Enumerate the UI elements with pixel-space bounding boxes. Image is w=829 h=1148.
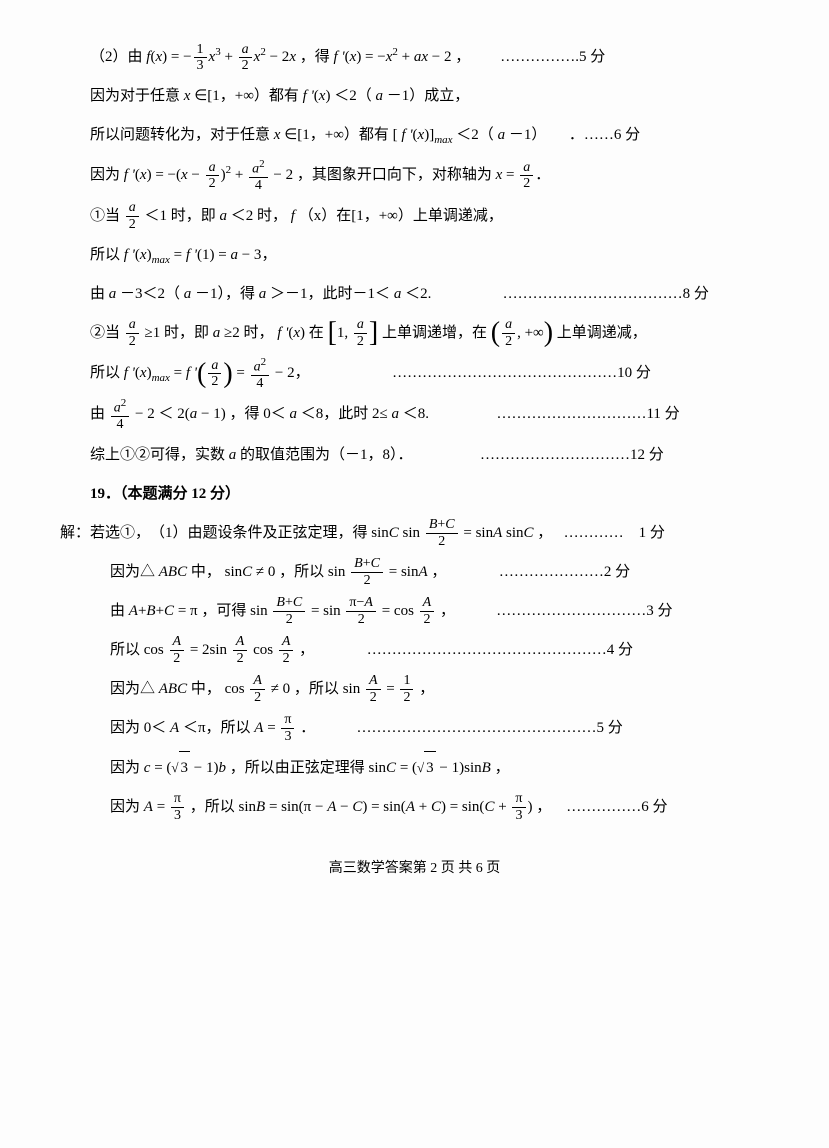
text: ＞－1，此时－1＜ [270, 286, 390, 302]
text: 所以问题转化为，对于任意 [90, 127, 274, 143]
text: ＜2（ [456, 127, 494, 143]
score-marker: …………………………3 分 [496, 603, 672, 619]
step-line: 解：若选①， （1）由题设条件及正弦定理，得 sinC sin B+C2 = s… [60, 517, 769, 550]
score-marker: ．……6 分 [569, 127, 640, 143]
score-marker: …………………………………………5 分 [357, 720, 623, 736]
text: ∈[1，+∞）都有 [ [284, 127, 397, 143]
text: 由 [90, 286, 109, 302]
step-line: 所以 f '(x)max = f '(a2) = a24 − 2， ………………… [60, 356, 769, 391]
step-line: 综上①②可得，实数 a 的取值范围为（－1，8）． …………………………12 分 [60, 439, 769, 472]
step-line: 所以 f '(x)max = f '(1) = a − 3， [60, 239, 769, 272]
text: 中， [191, 681, 221, 697]
footer-text: 高三数学答案第 2 页 共 6 页 [329, 861, 501, 876]
text: （x）在[1，+∞）上单调递减， [299, 208, 503, 224]
text: ， [440, 603, 455, 619]
text: ＜2 时， [231, 208, 287, 224]
text: －3＜2（ [120, 286, 180, 302]
text: 因为 [110, 799, 144, 815]
text: ，所以由正弦定理得 [230, 760, 369, 776]
text: ． [300, 720, 315, 736]
text: －1） [509, 127, 547, 143]
text: ＜1 时，即 [145, 208, 220, 224]
text: （2）由 [90, 49, 146, 65]
text: ，其图象开口向下，对称轴为 [297, 167, 496, 183]
text: 中， [191, 564, 221, 580]
score-marker: ………………………………………10 分 [392, 365, 651, 381]
page-footer: 高三数学答案第 2 页 共 6 页 [60, 854, 769, 885]
text: ①当 [90, 208, 124, 224]
text: ， [537, 525, 552, 541]
text: ∈[1，+∞）都有 [194, 88, 302, 104]
text: 因为△ [110, 681, 155, 697]
score-marker: ……………6 分 [566, 799, 667, 815]
score-marker: …………….5 分 [500, 49, 605, 65]
step-line: 因为对于任意 x ∈[1，+∞）都有 f '(x) ＜2（ a －1）成立， [60, 80, 769, 113]
step-line: 因为 c = (√3 − 1)b ，所以由正弦定理得 sinC = (√3 − … [60, 751, 769, 785]
text: ， [419, 681, 434, 697]
step-line: 因为 f '(x) = −(x − a2)2 + a24 − 2 ，其图象开口向… [60, 158, 769, 193]
text: －1）成立， [387, 88, 470, 104]
text: 解：若选①， （1）由题设条件及正弦定理，得 [60, 525, 371, 541]
step-line: 所以 cos A2 = 2sin A2 cos A2 ， ……………………………… [60, 634, 769, 667]
text: ， [536, 799, 551, 815]
text: 综上①②可得，实数 [90, 447, 229, 463]
text: 所以 [90, 247, 124, 263]
text: 因为 0＜ [110, 720, 166, 736]
text: 在 [309, 325, 324, 341]
text: ， [299, 642, 314, 658]
step-line: 由 A+B+C = π ，可得 sin B+C2 = sin π−A2 = co… [60, 595, 769, 628]
text: 所以 [110, 642, 144, 658]
text: ，所以 [190, 799, 239, 815]
step-line: 由 a24 − 2 ＜ 2(a − 1) ，得 0＜ a ＜8，此时 2≤ a … [60, 397, 769, 432]
text: 所以 [90, 365, 124, 381]
text: ＜2. [405, 286, 431, 302]
text: ≥1 时，即 [145, 325, 213, 341]
score-marker: …………………………………………4 分 [367, 642, 633, 658]
text: ，所以 [279, 564, 328, 580]
text: ， [495, 760, 510, 776]
text: 由 [90, 406, 109, 422]
text: 由 [110, 603, 129, 619]
step-line: 因为△ ABC 中， sinC ≠ 0 ，所以 sin B+C2 = sinA … [60, 556, 769, 589]
text: 上单调递减， [557, 325, 647, 341]
text: 上单调递增，在 [382, 325, 487, 341]
step-line: 因为 0＜ A ＜π，所以 A = π3 ． …………………………………………5… [60, 712, 769, 745]
step-line: 由 a －3＜2（ a －1），得 a ＞－1，此时－1＜ a ＜2. …………… [60, 278, 769, 311]
text: ，得 [300, 49, 334, 65]
step-line: 所以问题转化为，对于任意 x ∈[1，+∞）都有 [ f '(x)]max ＜2… [60, 119, 769, 152]
text: 的取值范围为（－1，8）． [240, 447, 413, 463]
step-line: （2）由 f(x) = −13x3 + a2x2 − 2x ，得 f '(x) … [60, 40, 769, 74]
text: ＜8，此时 2≤ [301, 406, 388, 422]
score-marker: ………………………………8 分 [503, 286, 709, 302]
step-line: 因为△ ABC 中， cos A2 ≠ 0 ，所以 sin A2 = 12 ， [60, 673, 769, 706]
score-marker: ………… 1 分 [564, 525, 665, 541]
text: ＜2（ [334, 88, 372, 104]
text: ≥2 时， [224, 325, 273, 341]
text: 19．（本题满分 12 分） [90, 486, 240, 502]
step-line: ①当 a2 ＜1 时，即 a ＜2 时， f （x）在[1，+∞）上单调递减， [60, 200, 769, 233]
text: ＜π，所以 [183, 720, 254, 736]
text: 因为对于任意 [90, 88, 184, 104]
score-marker: …………………2 分 [499, 564, 630, 580]
step-line: 因为 A = π3 ，所以 sinB = sin(π − A − C) = si… [60, 791, 769, 824]
text: 因为 [110, 760, 144, 776]
problem-heading: 19．（本题满分 12 分） [60, 478, 769, 511]
text: ，得 0＜ [229, 406, 285, 422]
score-marker: …………………………12 分 [480, 447, 664, 463]
text: ②当 [90, 325, 124, 341]
text: 因为 [90, 167, 124, 183]
text: ，可得 [201, 603, 250, 619]
text: ， [431, 564, 446, 580]
step-line: ②当 a2 ≥1 时，即 a ≥2 时， f '(x) 在 [1, a2] 上单… [60, 317, 769, 350]
text: －1），得 [195, 286, 259, 302]
text: ，所以 [294, 681, 343, 697]
score-marker: …………………………11 分 [496, 406, 679, 422]
text: ， [455, 49, 470, 65]
text: 因为△ [110, 564, 155, 580]
text: ＜8. [403, 406, 429, 422]
